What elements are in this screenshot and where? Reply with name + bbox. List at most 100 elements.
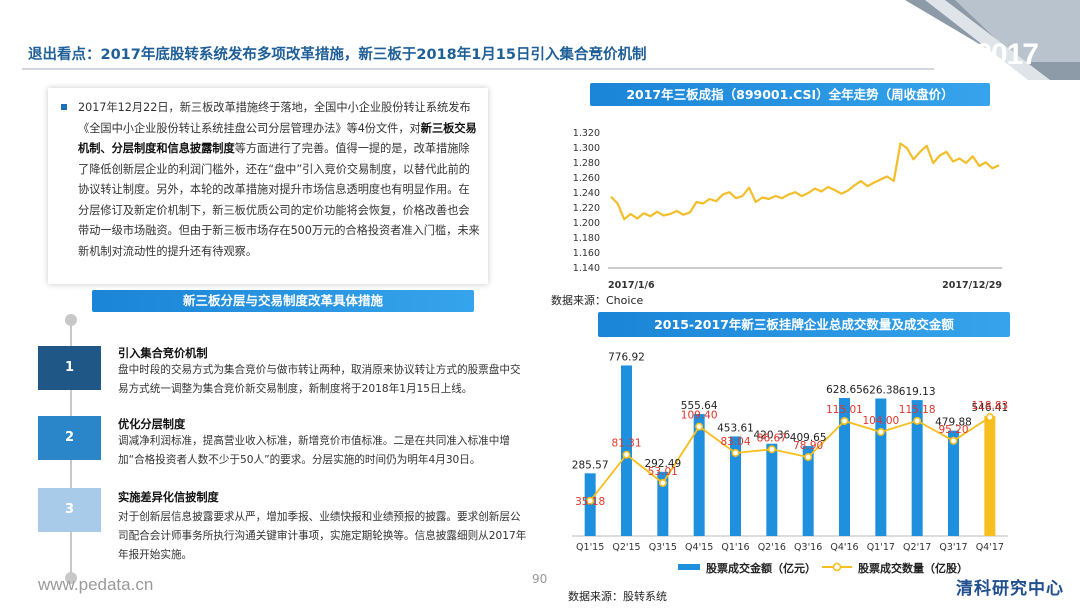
- volume-point: [586, 496, 595, 505]
- legend-bar-swatch: [678, 564, 700, 570]
- x-tick-label: Q2'17: [903, 542, 931, 553]
- bar-value-label: 776.92: [608, 351, 645, 363]
- x-tick-label: Q4'16: [830, 542, 858, 553]
- y-tick-label: 1.260: [573, 173, 600, 184]
- bar-amount: [693, 414, 705, 536]
- volume-value-label: 78.90: [793, 440, 823, 452]
- step-title: 实施差异化信披制度: [118, 491, 219, 504]
- volume-value-label: 53.01: [648, 466, 678, 478]
- volume-value-label: 104.00: [862, 415, 899, 427]
- y-tick-label: 1.240: [573, 188, 600, 199]
- volume-point: [985, 413, 994, 422]
- bar-amount: [802, 446, 814, 536]
- volume-chart-title: 2015-2017年新三板挂牌企业总成交数量及成交金额: [598, 312, 1010, 337]
- bar-value-label: 546.41: [971, 402, 1008, 414]
- bar-value-label: 409.65: [790, 432, 827, 444]
- y-tick-label: 1.320: [573, 128, 600, 139]
- volume-value-label: 95.20: [938, 424, 968, 436]
- volume-chart-source: 数据来源：股转系统: [568, 590, 667, 603]
- legend-line-marker: [832, 562, 842, 572]
- bar-value-label: 453.61: [717, 422, 754, 434]
- website-url: www.pedata.cn: [38, 575, 154, 594]
- y-tick-label: 1.300: [573, 143, 600, 154]
- intro-text-bold: 新三板交易机制、分层制度和信息披露制度: [78, 121, 477, 156]
- page-number: 90: [532, 572, 548, 586]
- bullet-icon: [61, 104, 67, 110]
- timeline-dot-bottom: [65, 572, 77, 584]
- bar-value-label: 628.65: [826, 384, 863, 396]
- step-number-box: 2: [38, 416, 101, 460]
- legend-bar-label: 股票成交金额（亿元）: [706, 561, 816, 575]
- y-tick-label: 1.180: [573, 233, 600, 244]
- y-tick-label: 1.140: [573, 263, 600, 274]
- x-tick-label-start: 2017/1/6: [608, 280, 655, 291]
- x-tick-label: Q3'15: [649, 542, 677, 553]
- volume-point: [767, 445, 776, 454]
- bar-amount: [839, 398, 850, 536]
- index-series-line: [610, 142, 1000, 221]
- volume-value-label: 115.18: [899, 404, 936, 416]
- volume-value-label: 35.18: [575, 496, 605, 508]
- bar-amount: [766, 443, 778, 536]
- legend-line-label: 股票成交数量（亿股）: [858, 561, 968, 575]
- volume-value-label: 81.31: [611, 438, 641, 450]
- volume-point: [913, 416, 922, 425]
- bar-amount: [657, 471, 669, 536]
- volume-value-label: 109.40: [681, 410, 718, 422]
- bar-amount: [948, 430, 959, 536]
- volume-point: [731, 448, 740, 457]
- bar-value-label: 285.57: [572, 459, 609, 471]
- volume-point: [695, 422, 704, 431]
- x-tick-label: Q2'15: [612, 542, 640, 553]
- brand-logo: 清科研究中心: [956, 579, 1064, 599]
- index-line-chart: 1.320 1.300 1.280 1.260 1.240 1.220 1.200 1.180…: [573, 128, 1002, 291]
- intro-card: 2017年12月22日，新三板改革措施终于落地，全国中小企业股份转让系统发布《全…: [48, 88, 488, 284]
- bar-value-label: 479.88: [935, 417, 972, 429]
- x-tick-label: Q3'17: [939, 542, 967, 553]
- bar-value-label: 555.64: [681, 400, 718, 412]
- bar-amount: [984, 416, 996, 536]
- volume-value-label: 115.01: [826, 404, 863, 416]
- volume-value-label: 118.83: [971, 400, 1008, 412]
- y-tick-label: 1.200: [573, 218, 600, 229]
- y-tick-label: 1.220: [573, 203, 600, 214]
- intro-text-1: 2017年12月22日，新三板改革措施终于落地，全国中小企业股份转让系统发布《全…: [78, 101, 471, 135]
- bar-amount: [911, 400, 923, 536]
- bar-value-label: 619.13: [899, 386, 936, 398]
- x-tick-label-end: 2017/12/29: [942, 280, 1002, 291]
- volume-point: [840, 416, 849, 425]
- x-tick-label: Q3'16: [794, 542, 822, 553]
- year-badge: 2017: [975, 38, 1039, 71]
- step-title: 引入集合竞价机制: [118, 347, 208, 360]
- timeline-dot-top: [65, 314, 77, 326]
- corner-stripes-decoration: [905, 0, 1080, 80]
- volume-point: [876, 428, 885, 437]
- x-tick-label: Q2'16: [758, 542, 786, 553]
- volume-point: [658, 478, 667, 487]
- step-number-box: 3: [38, 488, 101, 532]
- bar-amount: [730, 436, 741, 536]
- volume-point: [622, 450, 631, 459]
- title-divider: [22, 68, 934, 70]
- index-chart-source: 数据来源：Choice: [551, 294, 644, 307]
- index-chart-title: 2017年三板成指（899001.CSI）全年走势（周收盘价）: [590, 83, 990, 106]
- volume-point: [804, 453, 813, 462]
- x-tick-label: Q4'15: [685, 542, 713, 553]
- x-tick-label: Q1'15: [576, 542, 604, 553]
- step-description: 对于创新层信息披露要求从严，增加季报、业绩快报和业绩预报的披露。要求创新层公司配…: [118, 511, 527, 561]
- x-tick-label: Q1'17: [867, 542, 895, 553]
- step-description: 盘中时段的交易方式为集合竞价与做市转让两种，取消原来协议转让方式的股票盘中交易方…: [118, 364, 521, 395]
- bar-value-label: 626.38: [862, 385, 899, 397]
- bar-value-label: 420.36: [753, 430, 790, 442]
- y-tick-label: 1.280: [573, 158, 600, 169]
- intro-paragraph: 2017年12月22日，新三板改革措施终于落地，全国中小企业股份转让系统发布《全…: [78, 98, 480, 262]
- volume-value-label: 86.67: [757, 432, 787, 444]
- bar-value-label: 292.49: [644, 458, 681, 470]
- step-title: 优化分层制度: [118, 418, 186, 431]
- x-tick-label: Q1'16: [721, 542, 749, 553]
- step-description: 调减净利润标准，提高营业收入标准，新增竞价市值标准。二是在共同准入标准中增加“合…: [118, 435, 510, 466]
- measures-banner: 新三板分层与交易制度改革具体措施: [92, 290, 474, 312]
- volume-point: [949, 436, 958, 445]
- intro-text-2: 等方面进行了完善。值得一提的是，改革措施除了降低创新层企业的利润门槛外，还在“盘…: [78, 142, 480, 258]
